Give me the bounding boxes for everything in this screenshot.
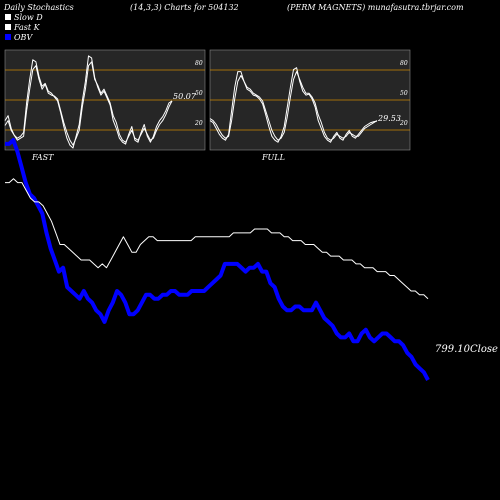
full-line-fast-k [209, 67, 378, 143]
close-price-line [5, 178, 429, 300]
full-lines [209, 67, 378, 143]
legend-swatch-slow-d [5, 14, 11, 20]
fast-lines [4, 55, 173, 149]
legend-slow-d: Slow D [14, 13, 43, 22]
full-panel-label: FULL [261, 153, 285, 162]
main-price-obv-lines [5, 138, 430, 381]
legend: Slow D Fast K OBV [5, 13, 43, 42]
header-right: (PERM MAGNETS) munafasutra.tbrjar.com [287, 3, 464, 12]
fast-panel-label: FAST [31, 153, 54, 162]
fast-line-fast-k [4, 55, 173, 149]
close-price-label: 799.10Close [435, 344, 498, 355]
obv-line [5, 138, 430, 381]
header-middle: (14,3,3) Charts for 504132 [130, 3, 239, 12]
full-tick-50: 50 [400, 90, 408, 97]
full-tick-20: 20 [399, 120, 408, 127]
fast-line-slow-d [4, 61, 173, 146]
legend-swatch-obv [5, 34, 11, 40]
fast-stochastic-panel: 80 50 20 50.07 FAST [4, 49, 206, 162]
fast-tick-50: 50 [195, 90, 203, 97]
full-last-value: 29.53 [377, 114, 401, 123]
full-line-slow-d [209, 71, 378, 141]
legend-swatch-fast-k [5, 24, 11, 30]
fast-tick-20: 20 [194, 120, 203, 127]
fast-last-value: 50.07 [173, 92, 197, 101]
full-stochastic-panel: 80 50 20 29.53 FULL [209, 49, 411, 162]
fast-tick-80: 80 [195, 60, 203, 67]
full-tick-80: 80 [400, 60, 408, 67]
legend-fast-k: Fast K [13, 23, 41, 32]
legend-obv: OBV [14, 33, 33, 42]
header-left: Daily Stochastics [3, 3, 74, 12]
